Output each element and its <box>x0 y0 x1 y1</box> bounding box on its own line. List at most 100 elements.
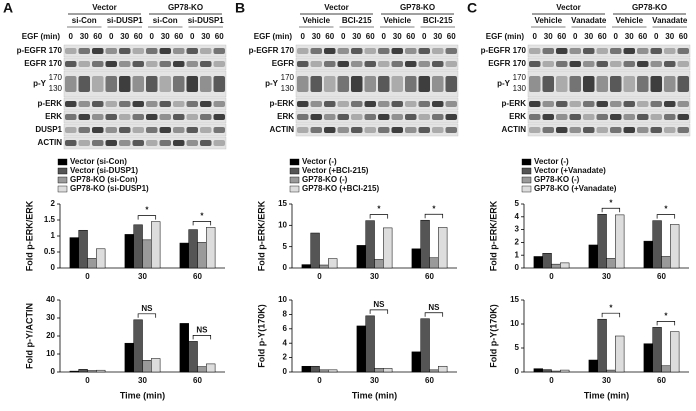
blot-band <box>378 61 390 67</box>
blot-band <box>405 114 417 120</box>
blot-band <box>186 76 198 92</box>
x-tick-label: 0 <box>317 272 322 281</box>
x-axis-label: Time (min) <box>120 390 165 400</box>
blot-band <box>445 101 457 107</box>
blot-band <box>637 114 649 120</box>
blot-band <box>159 127 171 133</box>
bar <box>588 244 598 269</box>
blot-band <box>432 48 444 54</box>
blot-band <box>65 114 77 120</box>
bar <box>383 227 393 269</box>
blot-band <box>186 48 198 54</box>
blot-band <box>173 76 185 92</box>
blot-band <box>610 61 622 67</box>
blot-strip <box>295 123 459 137</box>
legend-swatch <box>57 167 68 175</box>
treatment-label: si-Con <box>72 16 97 25</box>
time-label: 30 <box>201 32 210 41</box>
y-tick-label: 0 <box>283 367 288 376</box>
bar <box>133 319 143 373</box>
y-tick-label: 15 <box>278 199 287 208</box>
y-tick-label: 4 <box>515 212 520 221</box>
treatment-label: Vanadate <box>571 16 607 25</box>
group-label: GP78-KO <box>168 3 203 12</box>
blot-strip <box>63 110 227 124</box>
blot-band <box>650 76 662 92</box>
y-tick-label: 10 <box>278 295 287 304</box>
blot-band <box>146 114 158 120</box>
blot-band <box>92 140 104 146</box>
bar <box>588 359 598 373</box>
sig-label: NS <box>373 300 385 309</box>
time-label: 0 <box>69 32 74 41</box>
blot-band <box>569 48 581 54</box>
legend-label: Vector (-) <box>302 157 337 166</box>
bar <box>206 227 216 269</box>
time-label: 30 <box>625 32 634 41</box>
time-label: 60 <box>598 32 607 41</box>
row-label: p-ERK <box>38 99 63 108</box>
bar <box>542 369 552 373</box>
treatment-label: BCI-215 <box>423 16 453 25</box>
blot-band <box>556 101 568 107</box>
bar <box>533 256 543 269</box>
bar <box>670 331 680 373</box>
row-label: p-EGFR 170 <box>249 46 295 55</box>
blot-band <box>623 114 635 120</box>
bar <box>151 221 161 269</box>
blot-band <box>623 48 635 54</box>
blot-band <box>596 48 608 54</box>
row-label: p-EGFR 170 <box>481 46 527 55</box>
blot-band <box>65 140 77 146</box>
blot-band <box>623 76 635 92</box>
y-tick-label: 10 <box>510 319 519 328</box>
blot-band <box>213 127 225 133</box>
blot-band <box>351 48 363 54</box>
blot-band <box>542 114 554 120</box>
bar <box>319 264 329 269</box>
row-label: ERK <box>509 112 526 121</box>
blot-band <box>664 61 676 67</box>
panel-letter: A <box>3 0 13 16</box>
sig-bracket <box>192 335 212 340</box>
bar <box>310 365 320 373</box>
blot-band <box>200 101 212 107</box>
bar <box>661 365 671 373</box>
blot-strip <box>527 44 691 58</box>
blot-band <box>418 61 430 67</box>
blot-band <box>200 140 212 146</box>
blot-band <box>610 127 622 133</box>
bar <box>301 264 311 269</box>
bar <box>96 248 106 269</box>
blot-strip <box>63 44 227 58</box>
blot-band <box>432 61 444 67</box>
blot-band <box>542 76 554 92</box>
bar <box>124 342 134 373</box>
bar <box>533 368 543 373</box>
blot-band <box>650 101 662 107</box>
y-tick-label: 0 <box>51 263 56 272</box>
blot-band <box>583 101 595 107</box>
blot-band <box>146 61 158 67</box>
blot-band <box>569 76 581 92</box>
treatment-label: Vehicle <box>615 16 643 25</box>
treatment-label: Vehicle <box>383 16 411 25</box>
row-label: ERK <box>277 112 294 121</box>
blot-band <box>213 76 225 92</box>
bar <box>78 229 88 269</box>
blot-band <box>391 127 403 133</box>
legend-label: Vector (-) <box>534 157 569 166</box>
sig-label: * <box>609 198 613 207</box>
x-tick-label: 0 <box>85 376 90 385</box>
blot-band <box>159 48 171 54</box>
bar <box>560 369 570 373</box>
y-tick-label: 5 <box>283 242 288 251</box>
blot-band <box>132 76 144 92</box>
blot-band <box>391 48 403 54</box>
legend-swatch <box>521 185 532 193</box>
bar <box>179 242 189 269</box>
bar <box>87 258 97 269</box>
time-label: 0 <box>573 32 578 41</box>
time-label: 60 <box>134 32 143 41</box>
bar <box>179 323 189 373</box>
